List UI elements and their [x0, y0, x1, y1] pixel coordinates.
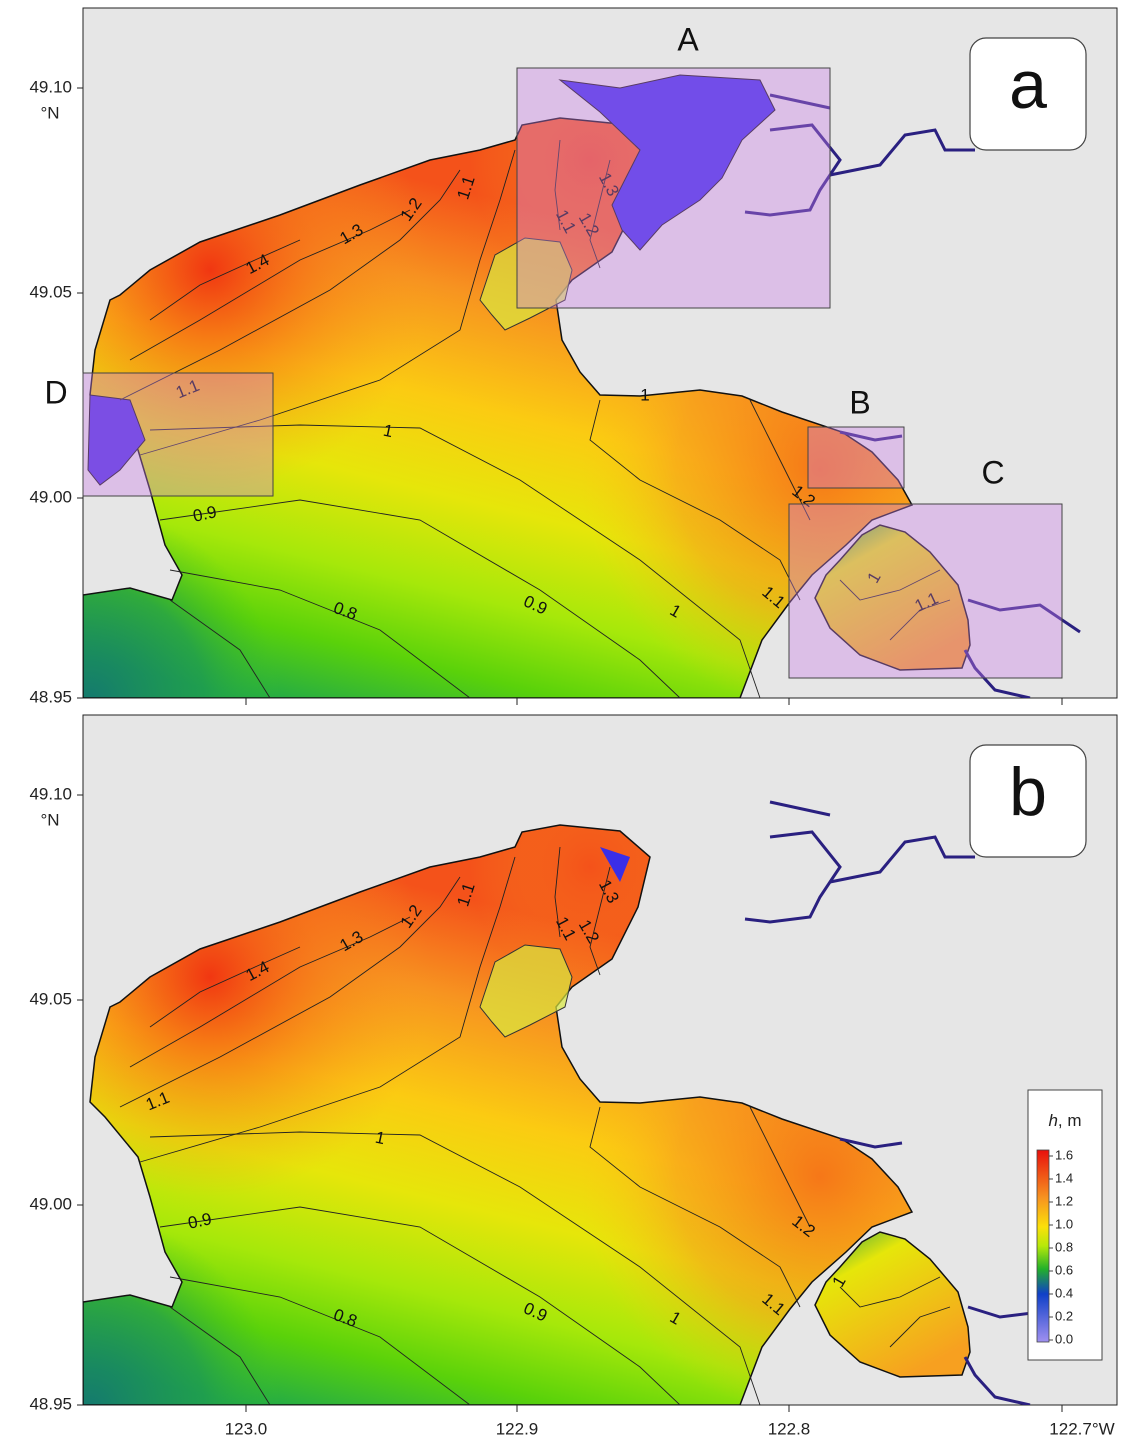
legend-unit: , m: [1058, 1111, 1082, 1130]
contour-label: 1: [640, 385, 649, 404]
y-tick-label: 48.95: [29, 687, 72, 706]
inset-label: B: [849, 384, 870, 420]
x-tick-label: 122.7°W: [1049, 1419, 1114, 1438]
legend: h, m 1.6 1.4 1.2 1.0 0.8 0.6 0.4 0.2 0.0: [1028, 1090, 1102, 1360]
colorbar-label: 0.4: [1055, 1285, 1073, 1300]
colorbar: [1037, 1150, 1049, 1342]
map-panel: 1.41.31.21.11.31.21.11.110.90.80.9111.21…: [29, 8, 1117, 706]
x-tick-label: 123.0: [225, 1419, 268, 1438]
y-axis-unit: °N: [40, 810, 59, 829]
colorbar-label: 0.6: [1055, 1262, 1073, 1277]
colorbar-label: 0.8: [1055, 1239, 1073, 1254]
y-tick-label: 49.00: [29, 1194, 72, 1213]
inset-box: [517, 68, 830, 308]
colorbar-label: 0.0: [1055, 1331, 1073, 1346]
legend-title: h, m: [1048, 1111, 1081, 1130]
y-axis-unit: °N: [40, 103, 59, 122]
y-tick-label: 49.05: [29, 989, 72, 1008]
y-tick-label: 49.00: [29, 487, 72, 506]
colorbar-label: 1.2: [1055, 1193, 1073, 1208]
figure: 1.41.31.21.11.31.21.11.110.90.80.9111.21…: [0, 0, 1125, 1446]
y-tick-label: 49.10: [29, 77, 72, 96]
colorbar-label: 1.4: [1055, 1170, 1073, 1185]
y-tick-label: 49.05: [29, 282, 72, 301]
legend-symbol: h: [1048, 1111, 1057, 1130]
inset-box: [83, 373, 273, 496]
inset-label: D: [44, 374, 67, 410]
panel-label: b: [1009, 754, 1047, 830]
y-tick-label: 48.95: [29, 1394, 72, 1413]
x-tick-label: 122.8: [768, 1419, 811, 1438]
inset-box: [789, 504, 1062, 678]
y-tick-label: 49.10: [29, 784, 72, 803]
inset-label: C: [981, 454, 1004, 490]
colorbar-label: 1.0: [1055, 1216, 1073, 1231]
panel-label: a: [1009, 47, 1047, 123]
colorbar-label: 0.2: [1055, 1308, 1073, 1323]
x-tick-label: 122.9: [496, 1419, 539, 1438]
inset-box: [808, 427, 904, 488]
colorbar-label: 1.6: [1055, 1147, 1073, 1162]
inset-label: A: [677, 21, 699, 57]
